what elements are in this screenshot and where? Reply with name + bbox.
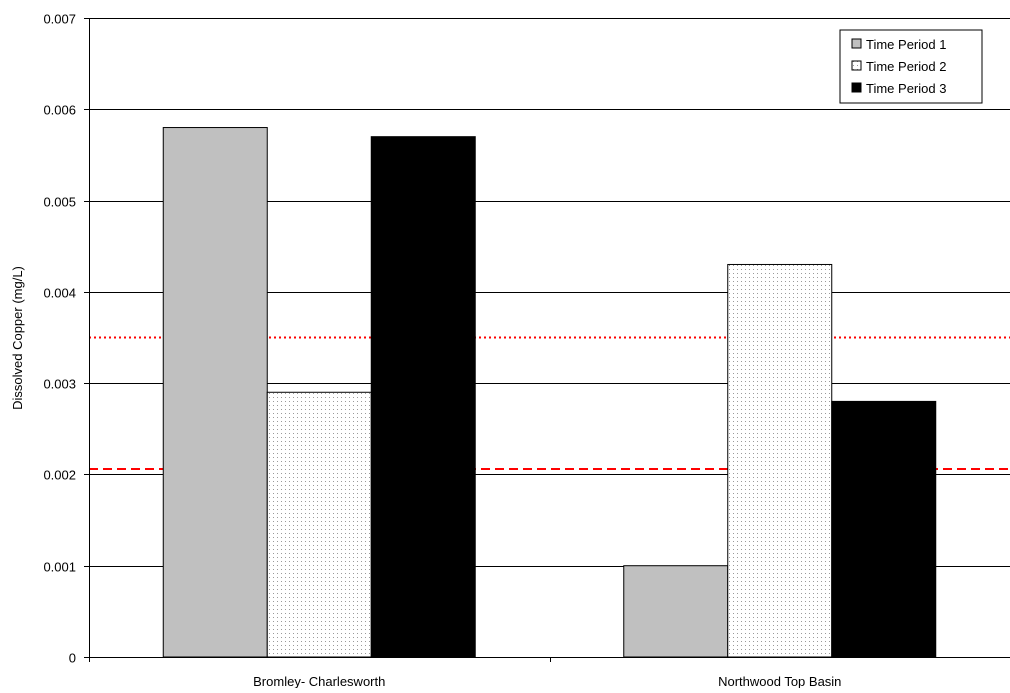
y-tick-label-0: 0	[69, 651, 76, 666]
legend-label-1: Time Period 2	[866, 59, 946, 74]
y-tick-label-4: 0.004	[43, 286, 76, 301]
y-tick-label-3: 0.003	[43, 377, 76, 392]
y-tick-label-7: 0.007	[43, 12, 76, 27]
legend-label-0: Time Period 1	[866, 37, 946, 52]
bar-1-0	[623, 565, 729, 658]
y-tick-label-6: 0.006	[43, 103, 76, 118]
bars	[162, 127, 937, 658]
legend: Time Period 1 Time Period 2 Time Period 3	[839, 29, 983, 104]
bar-0-0	[162, 127, 268, 658]
legend-label-2: Time Period 3	[866, 81, 946, 96]
x-category-label-0: Bromley- Charlesworth	[253, 674, 385, 688]
bar-0-2	[370, 136, 476, 658]
bar-1-1	[727, 263, 833, 658]
legend-swatch-1	[851, 60, 862, 71]
y-tick-label-2: 0.002	[43, 468, 76, 483]
y-tick-label-1: 0.001	[43, 560, 76, 575]
legend-box	[839, 29, 983, 104]
legend-swatch-0	[851, 38, 862, 49]
axes: 0 0.001 0.002 0.003 0.004 0.005 0.006 0.007 Brom…	[43, 12, 1010, 689]
x-category-label-1: Northwood Top Basin	[718, 674, 841, 688]
bar-0-1	[266, 391, 372, 658]
reference-lines	[89, 336, 1010, 470]
y-axis-title: Dissolved Copper (mg/L)	[10, 266, 25, 410]
bar-1-2	[831, 400, 937, 658]
y-tick-label-5: 0.005	[43, 195, 76, 210]
legend-swatch-2	[851, 82, 862, 93]
